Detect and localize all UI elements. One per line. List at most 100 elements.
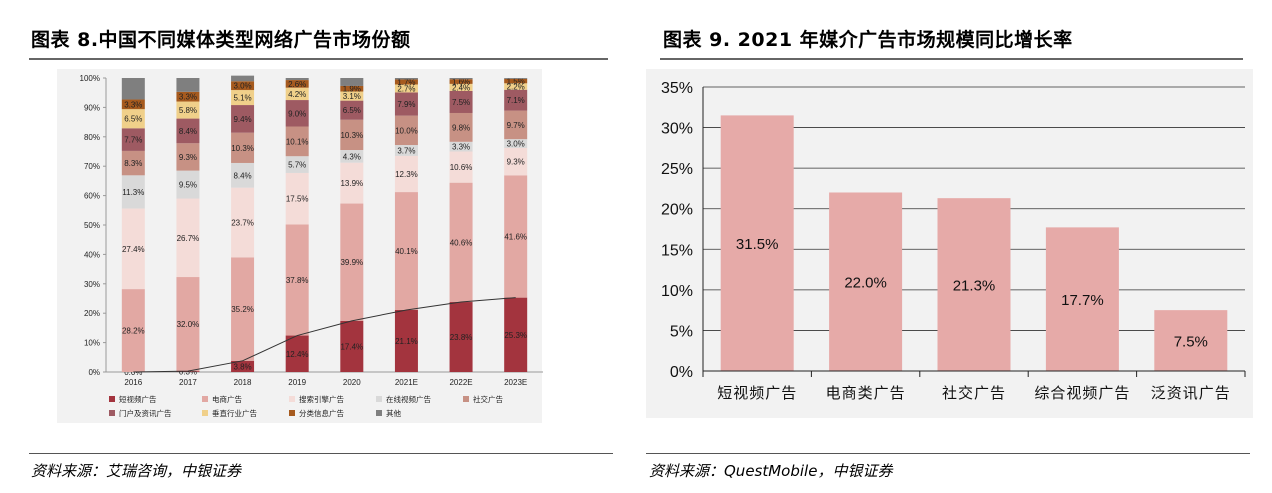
- right-x-tick-label: 社交广告: [942, 384, 1006, 402]
- stack-segment-5: [394, 92, 418, 116]
- stack-segment-7: [394, 79, 418, 85]
- stack-segment-4: [394, 115, 418, 146]
- legend-label: 在线视频广告: [386, 394, 431, 404]
- stack-segment-8: [121, 78, 145, 100]
- right-y-tick-label: 5%: [670, 323, 693, 340]
- stack-segment-4: [231, 132, 255, 163]
- stack-segment-2: [340, 162, 364, 204]
- left-x-tick-label: 2018: [234, 378, 252, 387]
- left-y-tick-label: 70%: [84, 162, 100, 171]
- stack-segment-7: [285, 80, 309, 88]
- growth-bar-label: 7.5%: [1174, 334, 1208, 351]
- legend-label: 搜索引擎广告: [299, 394, 344, 404]
- right-x-tick-label: 泛资讯广告: [1151, 384, 1231, 402]
- stack-segment-label: 3.1%: [343, 92, 361, 101]
- stack-segment-6: [176, 101, 200, 119]
- stack-segment-5: [176, 118, 200, 144]
- stack-segment-label: 1.7%: [397, 78, 415, 87]
- stack-segment-7: [449, 79, 473, 84]
- stack-segment-label: 1.6%: [452, 78, 470, 87]
- stack-segment-6: [340, 91, 364, 101]
- stack-segment-0: [340, 320, 364, 372]
- stack-segment-5: [340, 100, 364, 120]
- stack-segment-label: 3.3%: [124, 100, 142, 109]
- stack-segment-label: 6.5%: [124, 115, 142, 124]
- stack-segment-label: 11.3%: [122, 188, 144, 197]
- stack-segment-1: [340, 203, 364, 321]
- stack-segment-1: [285, 224, 309, 336]
- growth-bar: [1045, 227, 1119, 371]
- stack-segment-6: [394, 84, 418, 93]
- stack-segment-label: 37.8%: [286, 276, 309, 285]
- stack-segment-label: 0.0%: [124, 368, 142, 377]
- growth-bar-label: 17.7%: [1061, 292, 1104, 309]
- growth-bar-label: 22.0%: [844, 275, 887, 292]
- stack-segment-7: [231, 81, 255, 91]
- stack-segment-5: [504, 89, 528, 111]
- stack-segment-5: [449, 90, 473, 113]
- stack-segment-label: 0.3%: [179, 368, 197, 377]
- left-y-tick-label: 80%: [84, 133, 100, 142]
- stack-segment-4: [449, 112, 473, 142]
- stack-segment-2: [121, 208, 145, 290]
- stack-segment-label: 5.8%: [179, 106, 197, 115]
- stack-segment-1: [121, 289, 145, 372]
- legend-label: 门户及资讯广告: [119, 408, 172, 418]
- stack-segment-5: [231, 105, 255, 133]
- stack-segment-label: 8.3%: [124, 159, 142, 168]
- stack-segment-label: 40.1%: [395, 247, 418, 256]
- stack-segment-label: 40.6%: [450, 238, 473, 247]
- stack-segment-label: 9.7%: [507, 121, 525, 130]
- stack-segment-0: [394, 309, 418, 372]
- stack-segment-label: 3.3%: [452, 143, 470, 152]
- stack-segment-2: [394, 155, 418, 193]
- growth-bar: [1154, 310, 1228, 371]
- stack-segment-label: 23.7%: [231, 219, 254, 228]
- right-x-tick-label: 电商类广告: [826, 384, 906, 402]
- stack-segment-4: [121, 150, 145, 176]
- legend-label: 电商广告: [212, 394, 242, 404]
- stack-segment-4: [285, 126, 309, 157]
- stack-segment-7: [504, 78, 528, 84]
- stack-segment-7: [176, 91, 200, 102]
- stack-segment-2: [285, 172, 309, 225]
- stack-segment-label: 12.3%: [395, 170, 418, 179]
- stack-segment-label: 21.1%: [395, 337, 418, 346]
- left-x-tick-label: 2016: [124, 378, 142, 387]
- stack-segment-label: 7.9%: [397, 100, 415, 109]
- stack-segment-1: [176, 277, 200, 372]
- left-x-tick-label: 2017: [179, 378, 197, 387]
- stack-segment-label: 1.9%: [343, 85, 361, 94]
- stack-segment-8: [504, 78, 528, 79]
- stack-segment-label: 23.8%: [450, 333, 473, 342]
- stack-segment-3: [449, 141, 473, 152]
- stack-segment-label: 10.6%: [450, 163, 473, 172]
- stack-segment-label: 3.8%: [233, 362, 251, 371]
- stack-segment-label: 2.4%: [452, 83, 470, 92]
- stack-segment-label: 17.5%: [286, 195, 309, 204]
- stack-segment-label: 3.0%: [507, 140, 525, 149]
- legend-label: 垂直行业广告: [212, 408, 257, 418]
- stack-segment-3: [340, 150, 364, 163]
- stack-segment-label: 8.4%: [179, 127, 197, 136]
- stack-segment-1: [449, 182, 473, 303]
- legend-swatch: [289, 396, 295, 402]
- stack-segment-1: [231, 257, 255, 361]
- stack-segment-0: [504, 297, 528, 372]
- stack-segment-label: 3.3%: [179, 93, 197, 102]
- stack-segment-8: [449, 78, 473, 80]
- right-source: 资料来源：QuestMobile，中银证券: [649, 462, 893, 480]
- legend-swatch: [289, 410, 295, 416]
- stack-segment-4: [176, 143, 200, 171]
- legend-label: 短视频广告: [119, 394, 157, 404]
- left-x-tick-label: 2019: [288, 378, 306, 387]
- stack-segment-8: [176, 78, 200, 92]
- right-source-rule: [646, 453, 1250, 454]
- growth-bar: [937, 198, 1011, 371]
- right-title-rule: [660, 58, 1243, 60]
- stack-segment-label: 9.0%: [288, 109, 306, 118]
- stack-segment-1: [394, 192, 418, 310]
- stack-segment-label: 10.3%: [231, 144, 254, 153]
- stack-segment-label: 27.4%: [122, 245, 145, 254]
